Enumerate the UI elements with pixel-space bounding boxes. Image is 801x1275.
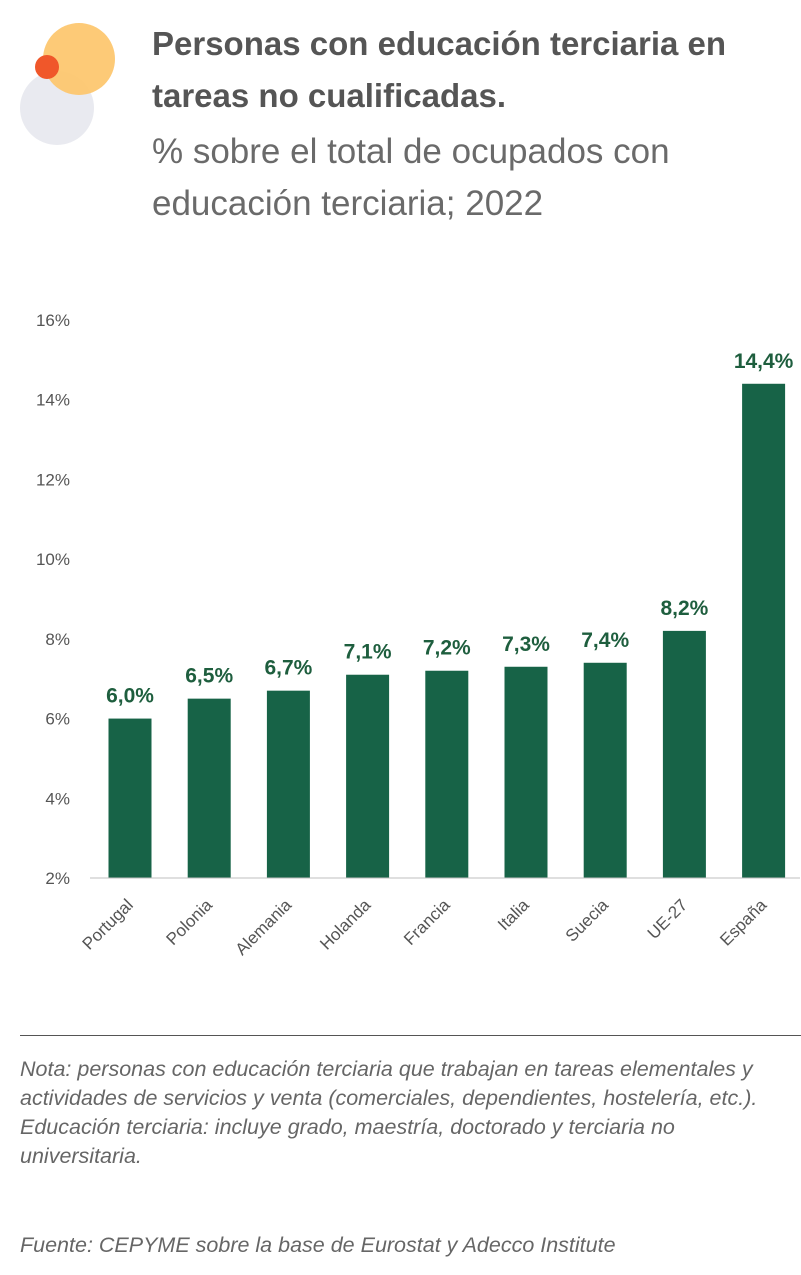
x-tick-label: Alemania xyxy=(232,895,296,959)
bar-chart: 2% 4% 6% 8% 10% 12% 14% 16% 6,0% Portugal 6,5% Polo… xyxy=(36,311,800,959)
data-label: 7,1% xyxy=(344,641,392,664)
bar xyxy=(266,690,310,878)
y-tick-label: 6% xyxy=(45,710,70,729)
source: Fuente: CEPYME sobre la base de Eurostat… xyxy=(20,1231,616,1260)
bar xyxy=(662,630,706,878)
y-tick-label: 16% xyxy=(36,311,70,330)
chart-title: Personas con educación terciaria en tare… xyxy=(152,25,727,114)
note: Nota: personas con educación terciaria q… xyxy=(20,1055,790,1171)
data-label: 6,7% xyxy=(264,657,312,680)
data-label: 7,2% xyxy=(423,637,471,660)
data-label: 7,3% xyxy=(502,633,550,656)
y-tick-label: 4% xyxy=(45,789,70,808)
data-label: 14,4% xyxy=(734,350,794,373)
x-tick-label: Polonia xyxy=(162,895,216,949)
y-tick-label: 2% xyxy=(45,869,70,888)
bar xyxy=(108,718,152,878)
x-tick-label: Suecia xyxy=(562,895,613,946)
bar xyxy=(583,662,627,878)
logo-icon xyxy=(20,23,115,145)
data-label: 8,2% xyxy=(660,597,708,620)
y-tick-label: 14% xyxy=(36,391,70,410)
source-prefix: Fuente xyxy=(20,1233,87,1257)
x-tick-label: Portugal xyxy=(79,895,137,953)
y-tick-label: 12% xyxy=(36,470,70,489)
data-label: 6,5% xyxy=(185,665,233,688)
source-text: : CEPYME sobre la base de Eurostat y Ade… xyxy=(86,1233,616,1257)
data-label: 6,0% xyxy=(106,685,154,708)
x-tick-label: Italia xyxy=(494,895,533,934)
bar xyxy=(187,698,231,878)
logo-yellow-circle xyxy=(43,23,115,95)
y-tick-label: 8% xyxy=(45,630,70,649)
bar xyxy=(425,670,469,878)
y-tick-label: 10% xyxy=(36,550,70,569)
x-tick-label: Francia xyxy=(400,895,454,949)
x-tick-label: UE-27 xyxy=(644,895,692,943)
x-tick-label: España xyxy=(716,895,771,950)
data-label: 7,4% xyxy=(581,629,629,652)
logo-red-circle xyxy=(35,55,59,79)
note-prefix: Nota xyxy=(20,1057,66,1081)
bar xyxy=(346,674,390,878)
note-text: : personas con educación terciaria que t… xyxy=(20,1057,758,1168)
x-tick-label: Holanda xyxy=(316,895,375,954)
bar xyxy=(742,383,786,878)
bar xyxy=(504,666,548,878)
chart-subtitle: % sobre el total de ocupados con educaci… xyxy=(152,132,670,223)
divider xyxy=(20,1035,801,1036)
